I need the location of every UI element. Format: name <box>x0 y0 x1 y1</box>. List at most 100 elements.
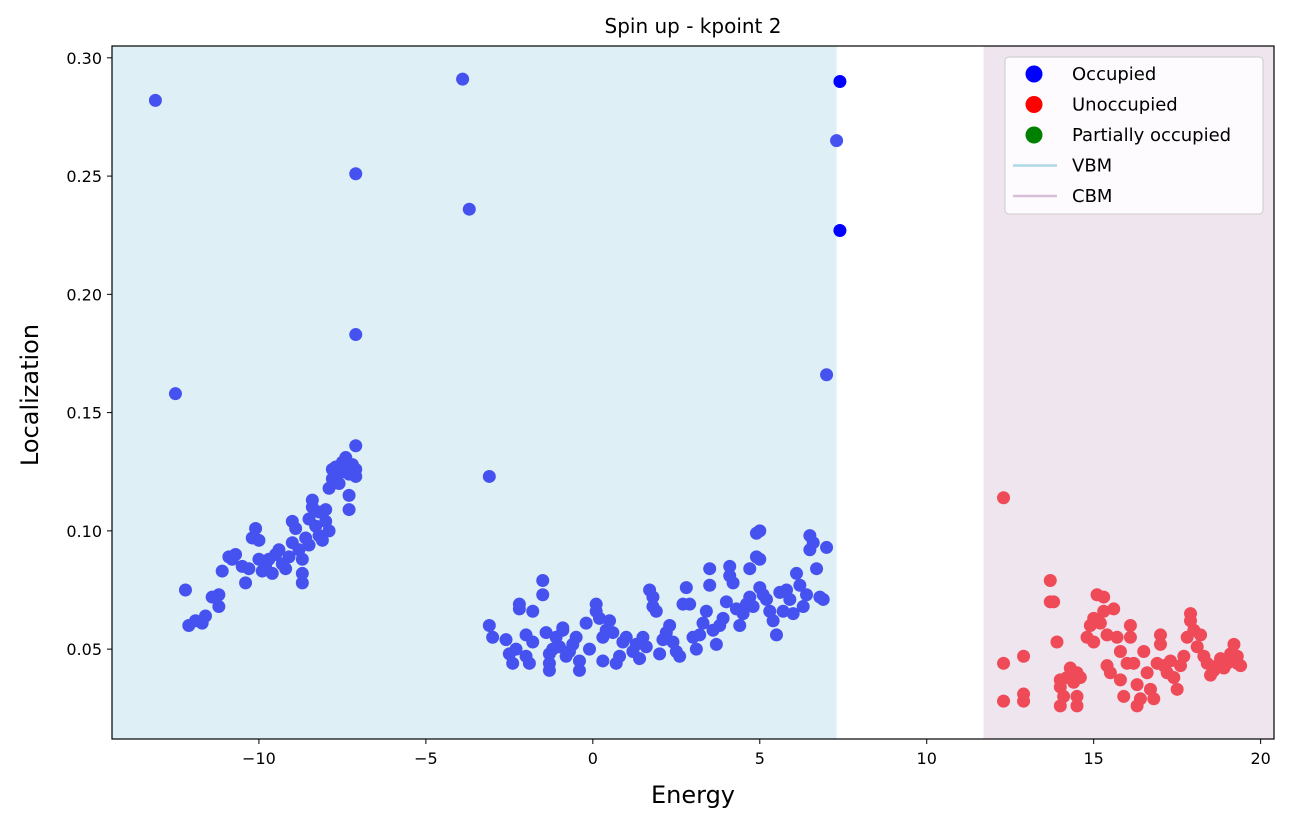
data-point <box>703 562 717 576</box>
data-point <box>305 493 319 507</box>
data-point <box>295 566 309 580</box>
data-point <box>693 628 707 642</box>
data-point <box>820 540 834 554</box>
series-2 <box>997 491 1248 713</box>
data-point <box>349 328 363 342</box>
data-point <box>776 604 790 618</box>
data-point <box>806 536 820 550</box>
data-point <box>783 592 797 606</box>
data-point <box>1113 644 1127 658</box>
data-point <box>506 656 520 670</box>
data-point <box>239 576 253 590</box>
data-point <box>753 552 767 566</box>
data-point <box>1087 635 1101 649</box>
data-point <box>482 618 496 632</box>
data-point <box>820 368 834 382</box>
data-point <box>315 533 329 547</box>
legend-box <box>1004 56 1264 215</box>
data-point <box>1153 628 1167 642</box>
data-point <box>536 574 550 588</box>
data-point <box>542 663 556 677</box>
data-point <box>733 618 747 632</box>
data-point <box>997 656 1011 670</box>
data-point <box>1057 689 1071 703</box>
data-point <box>796 600 810 614</box>
data-point <box>526 604 540 618</box>
data-point <box>716 611 730 625</box>
data-point <box>679 581 693 595</box>
y-tick-label: 0.30 <box>66 49 102 68</box>
data-point <box>653 647 667 661</box>
axes: −10 −5 0 5 10 15 20 0.05 0.10 0.15 0.20 0.25 0.30 <box>66 45 1275 768</box>
y-axis-title: Localization <box>16 324 44 466</box>
data-point <box>726 576 740 590</box>
data-point <box>633 652 647 666</box>
data-point <box>1163 654 1177 668</box>
data-point <box>252 533 266 547</box>
data-point <box>349 167 363 181</box>
data-point <box>786 607 800 621</box>
data-point <box>746 600 760 614</box>
data-point <box>596 654 610 668</box>
data-point <box>512 597 526 611</box>
data-point <box>703 578 717 592</box>
data-point <box>619 630 633 644</box>
data-point <box>556 621 570 635</box>
data-point <box>800 588 814 602</box>
data-point <box>526 635 540 649</box>
data-point <box>1097 604 1111 618</box>
data-point <box>349 469 363 483</box>
x-tick-label: −10 <box>242 749 276 768</box>
data-point <box>295 552 309 566</box>
data-point <box>689 642 703 656</box>
data-point <box>753 524 767 538</box>
data-point <box>272 543 286 557</box>
data-point <box>215 564 229 578</box>
data-point <box>1017 649 1031 663</box>
data-point <box>178 583 192 597</box>
data-point <box>1097 590 1111 604</box>
data-point <box>289 521 303 535</box>
data-point <box>673 649 687 663</box>
data-point <box>342 488 356 502</box>
data-point <box>603 614 617 628</box>
data-point <box>1070 689 1084 703</box>
data-point <box>639 640 653 654</box>
data-point <box>482 469 496 483</box>
data-point <box>265 566 279 580</box>
data-point <box>569 630 583 644</box>
data-point <box>723 559 737 573</box>
data-point <box>198 609 212 623</box>
data-point <box>1133 692 1147 706</box>
data-point <box>649 604 663 618</box>
data-point <box>1170 682 1184 696</box>
data-point <box>579 616 593 630</box>
y-tick-label: 0.10 <box>66 522 102 541</box>
data-point <box>456 72 470 86</box>
data-point <box>1103 666 1117 680</box>
data-point <box>709 637 723 651</box>
data-point <box>342 503 356 517</box>
y-tick-label: 0.25 <box>66 167 102 186</box>
x-tick-label: 20 <box>1250 749 1270 768</box>
data-point <box>1234 659 1248 673</box>
data-point <box>572 654 586 668</box>
data-point <box>743 562 757 576</box>
data-point <box>168 387 182 401</box>
data-point <box>696 616 710 630</box>
data-point <box>1167 671 1181 685</box>
plot-frame <box>111 45 1275 740</box>
data-point <box>793 578 807 592</box>
data-point <box>1073 671 1087 685</box>
data-point <box>606 626 620 640</box>
data-point <box>1123 618 1137 632</box>
x-tick-label: 10 <box>917 749 937 768</box>
data-point <box>522 656 536 670</box>
data-point <box>212 588 226 602</box>
data-point <box>646 590 660 604</box>
x-tick-label: 5 <box>755 749 765 768</box>
data-point <box>997 491 1011 505</box>
series-1 <box>833 74 847 237</box>
data-point <box>582 642 596 656</box>
